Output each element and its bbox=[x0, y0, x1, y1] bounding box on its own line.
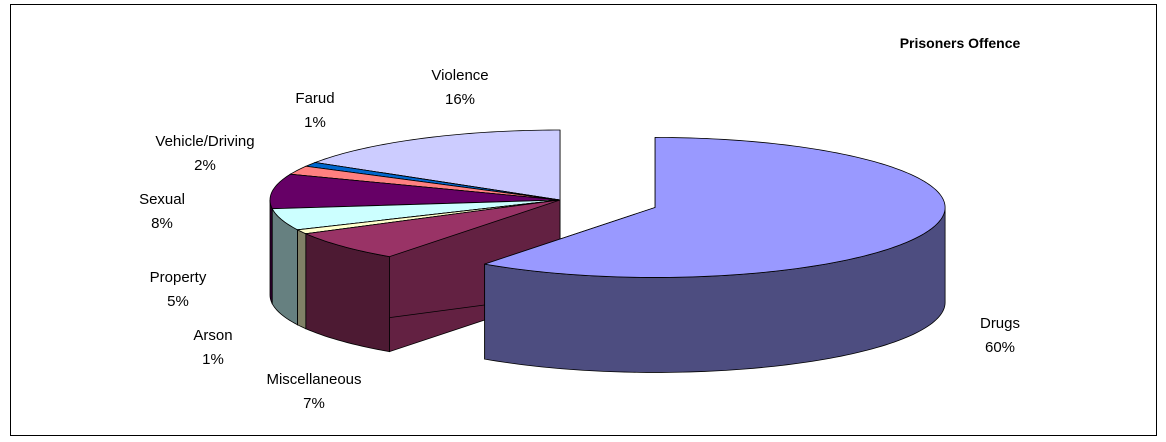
slice-label-value-arson: 1% bbox=[202, 351, 224, 368]
slice-label-drugs: Drugs 60% bbox=[980, 315, 1020, 356]
slice-label-violence: Violence 16% bbox=[431, 67, 488, 108]
slice-label-sexual: Sexual 8% bbox=[139, 191, 185, 232]
pie-slice-miscellaneous bbox=[304, 199, 561, 353]
slice-label-value-vehicle-driving: 2% bbox=[194, 157, 216, 174]
slice-label-value-miscellaneous: 7% bbox=[303, 395, 325, 412]
slice-label-value-drugs: 60% bbox=[985, 339, 1015, 356]
slice-label-value-violence: 16% bbox=[445, 91, 475, 108]
slice-label-property: Property 5% bbox=[150, 269, 207, 310]
pie-slice-top-sexual bbox=[269, 173, 561, 210]
slice-label-vehicle-driving: Vehicle/Driving 2% bbox=[155, 133, 254, 174]
slice-label-name-arson: Arson bbox=[193, 327, 232, 344]
slice-label-name-drugs: Drugs bbox=[980, 315, 1020, 332]
pie-slice-top-drugs bbox=[484, 137, 946, 278]
slice-label-arson: Arson 1% bbox=[193, 327, 232, 368]
pie-slice-drugs bbox=[484, 137, 946, 373]
pie-slice-side-arson bbox=[297, 229, 307, 330]
slice-label-value-farud: 1% bbox=[304, 114, 326, 131]
pie-slice-top-property bbox=[271, 199, 561, 231]
slice-label-name-miscellaneous: Miscellaneous bbox=[266, 371, 361, 388]
slice-label-miscellaneous: Miscellaneous 7% bbox=[266, 371, 361, 412]
slice-label-name-farud: Farud bbox=[295, 90, 334, 107]
chart-title: Prisoners Offence bbox=[899, 35, 1021, 51]
slice-label-value-property: 5% bbox=[167, 293, 189, 310]
pie-slice-top-violence bbox=[313, 129, 561, 201]
pie-slice-top-miscellaneous bbox=[304, 199, 561, 258]
slice-label-name-violence: Violence bbox=[431, 67, 488, 84]
slice-label-farud: Farud 1% bbox=[295, 90, 334, 131]
slice-label-name-vehicle-driving: Vehicle/Driving bbox=[155, 133, 254, 150]
slice-label-name-property: Property bbox=[150, 269, 207, 286]
slice-label-value-sexual: 8% bbox=[151, 215, 173, 232]
slice-label-name-sexual: Sexual bbox=[139, 191, 185, 208]
pie-slice-top-vehicle-driving bbox=[289, 165, 561, 201]
